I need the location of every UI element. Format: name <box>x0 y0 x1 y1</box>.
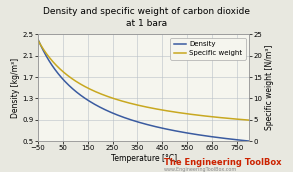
X-axis label: Temperature [°C]: Temperature [°C] <box>110 154 177 163</box>
Density <box>242 139 246 142</box>
Specific weight <box>36 39 40 41</box>
Specific weight <box>137 104 140 106</box>
Specific weight <box>242 119 246 121</box>
Text: The Engineering ToolBox: The Engineering ToolBox <box>164 158 282 167</box>
Specific weight <box>138 105 141 107</box>
Legend: Density, Specific weight: Density, Specific weight <box>170 38 246 60</box>
Text: www.EngineeringToolBox.com: www.EngineeringToolBox.com <box>164 167 237 172</box>
Density <box>162 127 166 130</box>
Line: Specific weight: Specific weight <box>38 40 249 120</box>
Y-axis label: Density [kg/m³]: Density [kg/m³] <box>11 58 20 118</box>
Density <box>247 140 251 142</box>
Specific weight <box>247 119 251 121</box>
Y-axis label: Specific weight [N/m³]: Specific weight [N/m³] <box>265 45 274 130</box>
Line: Density: Density <box>38 40 249 141</box>
Density <box>36 39 40 41</box>
Density <box>137 121 140 123</box>
Density <box>209 136 213 138</box>
Specific weight <box>151 107 154 109</box>
Density <box>138 121 141 123</box>
Specific weight <box>162 109 166 111</box>
Density <box>151 125 154 127</box>
Specific weight <box>209 116 213 118</box>
Text: Density and specific weight of carbon dioxide: Density and specific weight of carbon di… <box>43 7 250 16</box>
Text: at 1 bara: at 1 bara <box>126 19 167 28</box>
